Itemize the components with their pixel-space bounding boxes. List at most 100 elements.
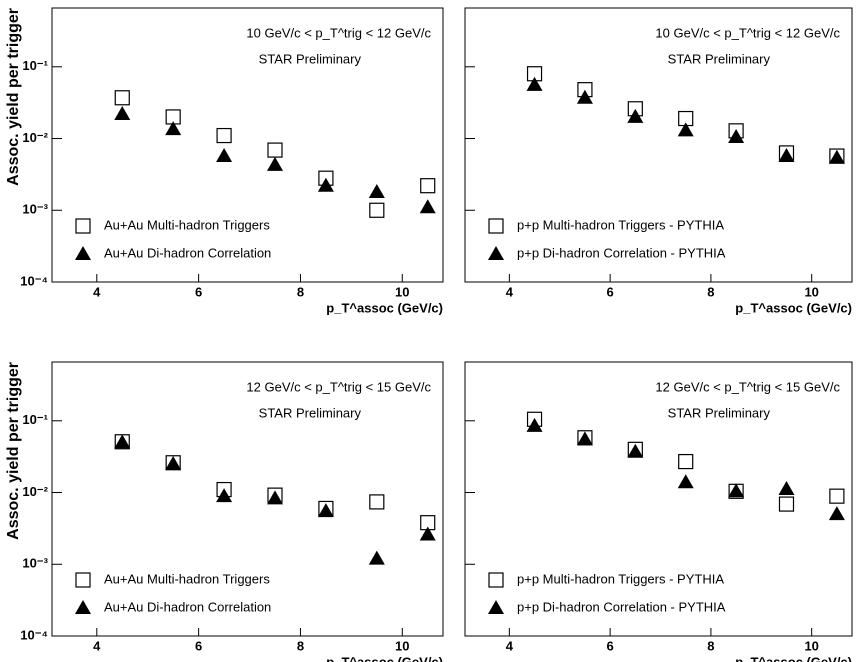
square-marker bbox=[369, 494, 385, 510]
legend-marker bbox=[75, 600, 91, 614]
triangle-marker bbox=[368, 550, 385, 565]
triangle-marker bbox=[526, 76, 543, 91]
x-tick-label: 6 bbox=[607, 638, 614, 653]
legend-marker bbox=[75, 218, 91, 234]
y-tick-label: 10⁻¹ bbox=[22, 58, 48, 73]
triangle-marker bbox=[627, 443, 644, 458]
square-marker bbox=[267, 142, 283, 158]
y-tick-label: 10⁻² bbox=[22, 130, 48, 145]
triangle-marker bbox=[778, 480, 795, 495]
triangle-marker bbox=[576, 89, 593, 104]
triangle-marker bbox=[778, 148, 795, 163]
square-marker bbox=[114, 90, 130, 106]
x-tick-label: 10 bbox=[804, 638, 818, 653]
triangle-marker bbox=[576, 431, 593, 446]
square-marker bbox=[216, 127, 232, 144]
x-tick-label: 6 bbox=[195, 284, 202, 299]
panel-title: 10 GeV/c < p_T^trig < 12 GeV/c bbox=[655, 25, 840, 40]
x-tick-label: 8 bbox=[707, 638, 714, 653]
triangle-marker bbox=[627, 108, 644, 123]
legend-marker bbox=[488, 600, 504, 614]
legend-swatch bbox=[74, 571, 92, 589]
y-tick-label: 10⁻⁴ bbox=[20, 273, 48, 288]
triangle-marker bbox=[828, 506, 845, 521]
triangle-marker bbox=[419, 199, 436, 214]
legend-label: p+p Di-hadron Correlation - PYTHIA bbox=[517, 599, 726, 614]
square-marker bbox=[829, 488, 845, 504]
panel-title: 10 GeV/c < p_T^trig < 12 GeV/c bbox=[246, 25, 431, 40]
panel-subtitle: STAR Preliminary bbox=[668, 405, 771, 420]
triangle-marker bbox=[368, 183, 385, 198]
legend-marker bbox=[75, 572, 91, 588]
x-tick-label: 10 bbox=[395, 638, 409, 653]
triangle-marker bbox=[165, 455, 182, 470]
y-tick-label: 10⁻¹ bbox=[22, 412, 48, 427]
triangle-marker bbox=[114, 434, 131, 449]
triangle-marker bbox=[828, 149, 845, 164]
y-tick-label: 10⁻³ bbox=[22, 202, 48, 217]
legend-marker bbox=[488, 572, 504, 588]
panel-title: 12 GeV/c < p_T^trig < 15 GeV/c bbox=[655, 379, 840, 394]
x-axis-label: p_T^assoc (GeV/c) bbox=[735, 654, 852, 662]
square-marker bbox=[678, 453, 694, 470]
plot-frame bbox=[464, 361, 853, 637]
x-tick-label: 6 bbox=[195, 638, 202, 653]
square-marker bbox=[369, 202, 385, 218]
plot-frame bbox=[51, 7, 444, 283]
legend-swatch bbox=[487, 217, 505, 235]
legend-label: p+p Multi-hadron Triggers - PYTHIA bbox=[517, 217, 724, 232]
plot-frame bbox=[464, 7, 853, 283]
plot-frame bbox=[51, 361, 444, 637]
x-tick-label: 4 bbox=[506, 284, 514, 299]
triangle-marker bbox=[728, 129, 745, 144]
legend-marker bbox=[75, 246, 91, 260]
legend-swatch bbox=[74, 217, 92, 235]
triangle-marker bbox=[216, 148, 233, 163]
y-tick-label: 10⁻² bbox=[22, 484, 48, 499]
legend-label: Au+Au Di-hadron Correlation bbox=[104, 245, 271, 260]
x-tick-label: 4 bbox=[506, 638, 514, 653]
y-tick-label: 10⁻⁴ bbox=[20, 627, 48, 642]
triangle-marker bbox=[419, 526, 436, 541]
legend-label: Au+Au Di-hadron Correlation bbox=[104, 599, 271, 614]
x-axis-label: p_T^assoc (GeV/c) bbox=[326, 654, 443, 662]
x-tick-label: 8 bbox=[297, 638, 304, 653]
triangle-marker bbox=[216, 488, 233, 503]
x-tick-label: 4 bbox=[93, 284, 101, 299]
x-tick-label: 10 bbox=[804, 284, 818, 299]
legend-marker bbox=[488, 246, 504, 260]
x-tick-label: 8 bbox=[707, 284, 714, 299]
panel-subtitle: STAR Preliminary bbox=[668, 51, 771, 66]
panel-title: 12 GeV/c < p_T^trig < 15 GeV/c bbox=[246, 379, 431, 394]
y-tick-label: 10⁻³ bbox=[22, 556, 48, 571]
legend-label: Au+Au Multi-hadron Triggers bbox=[104, 571, 270, 586]
triangle-marker bbox=[114, 105, 131, 120]
triangle-marker bbox=[317, 503, 334, 518]
x-axis-label: p_T^assoc (GeV/c) bbox=[326, 300, 443, 315]
legend-swatch bbox=[487, 571, 505, 589]
triangle-marker bbox=[266, 156, 283, 171]
x-tick-label: 4 bbox=[93, 638, 101, 653]
triangle-marker bbox=[165, 121, 182, 136]
triangle-marker bbox=[317, 177, 334, 192]
panel-subtitle: STAR Preliminary bbox=[259, 405, 362, 420]
x-axis-label: p_T^assoc (GeV/c) bbox=[735, 300, 852, 315]
x-tick-label: 10 bbox=[395, 284, 409, 299]
triangle-marker bbox=[526, 417, 543, 432]
legend-label: p+p Multi-hadron Triggers - PYTHIA bbox=[517, 571, 724, 586]
square-marker bbox=[420, 178, 436, 194]
triangle-marker bbox=[677, 474, 694, 489]
triangle-marker bbox=[266, 490, 283, 505]
panel-subtitle: STAR Preliminary bbox=[259, 51, 362, 66]
y-axis-label: Assoc. yield per trigger bbox=[5, 8, 22, 186]
square-marker bbox=[778, 496, 795, 512]
triangle-marker bbox=[728, 483, 745, 498]
x-tick-label: 6 bbox=[607, 284, 614, 299]
x-tick-label: 8 bbox=[297, 284, 304, 299]
legend-label: Au+Au Multi-hadron Triggers bbox=[104, 217, 270, 232]
legend-label: p+p Di-hadron Correlation - PYTHIA bbox=[517, 245, 726, 260]
legend-marker bbox=[488, 218, 504, 234]
y-axis-label: Assoc. yield per trigger bbox=[5, 362, 22, 540]
